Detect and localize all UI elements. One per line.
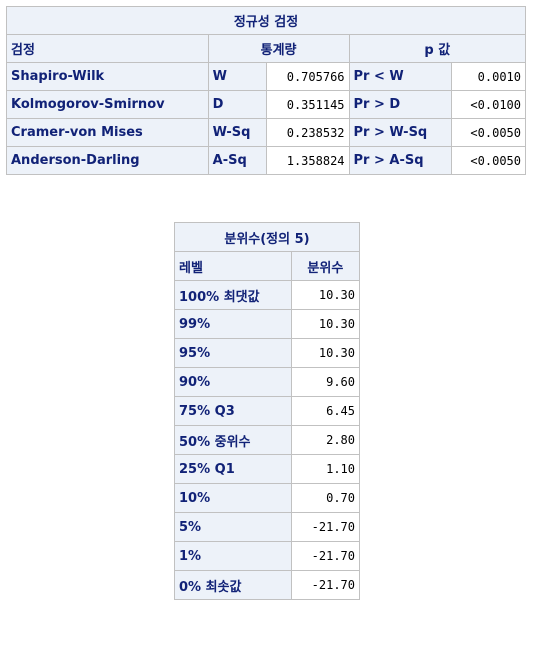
quantile-level-cell: 90% bbox=[174, 367, 292, 397]
table-row: 99% 10.30 bbox=[174, 309, 361, 339]
statistic-value-cell: 0.351145 bbox=[265, 90, 350, 119]
test-name-cell: Anderson-Darling bbox=[6, 146, 209, 175]
quantile-value-cell: 10.30 bbox=[290, 280, 361, 310]
quantile-value-cell: 10.30 bbox=[290, 338, 361, 368]
test-name-cell: Cramer-von Mises bbox=[6, 118, 209, 147]
table-row: 1% -21.70 bbox=[174, 541, 361, 571]
pvalue-value-cell: <0.0050 bbox=[451, 146, 526, 175]
quantile-level-cell: 5% bbox=[174, 512, 292, 542]
table-row: Shapiro-Wilk W 0.705766 Pr < W 0.0010 bbox=[6, 62, 526, 91]
quantile-level-cell: 25% Q1 bbox=[174, 454, 292, 484]
table-row: 95% 10.30 bbox=[174, 338, 361, 368]
normality-test-table: 정규성 검정 검정 통계량 p 값 Shapiro-Wilk W 0.705766 P… bbox=[6, 6, 527, 175]
pvalue-symbol-cell: Pr > A-Sq bbox=[348, 146, 453, 175]
statistic-value-cell: 1.358824 bbox=[265, 146, 350, 175]
column-header-statistic: 통계량 bbox=[207, 34, 350, 63]
statistic-value-cell: 0.238532 bbox=[265, 118, 350, 147]
quantile-value-cell: 2.80 bbox=[290, 425, 361, 455]
table-title: 정규성 검정 bbox=[6, 6, 526, 35]
pvalue-symbol-cell: Pr > D bbox=[348, 90, 453, 119]
quantile-level-cell: 95% bbox=[174, 338, 292, 368]
quantile-level-cell: 100% 최댓값 bbox=[174, 280, 292, 310]
quantile-value-cell: 10.30 bbox=[290, 309, 361, 339]
quantile-value-cell: 0.70 bbox=[290, 483, 361, 513]
table-title: 분위수(정의 5) bbox=[174, 222, 360, 252]
quantile-value-cell: -21.70 bbox=[290, 541, 361, 571]
column-header-quantile: 분위수 bbox=[290, 251, 361, 281]
table-row: 5% -21.70 bbox=[174, 512, 361, 542]
table-row: Kolmogorov-Smirnov D 0.351145 Pr > D <0.0100 bbox=[6, 90, 526, 119]
quantile-level-cell: 99% bbox=[174, 309, 292, 339]
table-row: Cramer-von Mises W-Sq 0.238532 Pr > W-Sq <0.… bbox=[6, 118, 526, 147]
quantile-level-cell: 0% 최솟값 bbox=[174, 570, 292, 600]
quantile-value-cell: -21.70 bbox=[290, 570, 361, 600]
pvalue-value-cell: 0.0010 bbox=[451, 62, 526, 91]
quantile-level-cell: 75% Q3 bbox=[174, 396, 292, 426]
table-row: Anderson-Darling A-Sq 1.358824 Pr > A-Sq <0.… bbox=[6, 146, 526, 175]
test-name-cell: Shapiro-Wilk bbox=[6, 62, 209, 91]
column-header-level: 레벨 bbox=[174, 251, 292, 281]
table-row: 0% 최솟값 -21.70 bbox=[174, 570, 361, 600]
quantile-value-cell: 1.10 bbox=[290, 454, 361, 484]
pvalue-value-cell: <0.0050 bbox=[451, 118, 526, 147]
statistic-symbol-cell: D bbox=[207, 90, 267, 119]
table-row: 50% 중위수 2.80 bbox=[174, 425, 361, 455]
test-name-cell: Kolmogorov-Smirnov bbox=[6, 90, 209, 119]
pvalue-value-cell: <0.0100 bbox=[451, 90, 526, 119]
statistic-value-cell: 0.705766 bbox=[265, 62, 350, 91]
quantile-level-cell: 50% 중위수 bbox=[174, 425, 292, 455]
table-row: 100% 최댓값 10.30 bbox=[174, 280, 361, 310]
quantile-value-cell: -21.70 bbox=[290, 512, 361, 542]
column-header-test: 검정 bbox=[6, 34, 209, 63]
table-row: 25% Q1 1.10 bbox=[174, 454, 361, 484]
quantile-level-cell: 1% bbox=[174, 541, 292, 571]
column-header-pvalue: p 값 bbox=[348, 34, 527, 63]
table-row: 10% 0.70 bbox=[174, 483, 361, 513]
table-row: 75% Q3 6.45 bbox=[174, 396, 361, 426]
table-row: 90% 9.60 bbox=[174, 367, 361, 397]
pvalue-symbol-cell: Pr > W-Sq bbox=[348, 118, 453, 147]
quantile-level-cell: 10% bbox=[174, 483, 292, 513]
statistic-symbol-cell: A-Sq bbox=[207, 146, 267, 175]
quantile-value-cell: 6.45 bbox=[290, 396, 361, 426]
quantiles-table: 분위수(정의 5) 레벨 분위수 100% 최댓값 10.30 99% 10.30 95… bbox=[174, 222, 361, 600]
statistic-symbol-cell: W-Sq bbox=[207, 118, 267, 147]
quantile-value-cell: 9.60 bbox=[290, 367, 361, 397]
statistic-symbol-cell: W bbox=[207, 62, 267, 91]
pvalue-symbol-cell: Pr < W bbox=[348, 62, 453, 91]
